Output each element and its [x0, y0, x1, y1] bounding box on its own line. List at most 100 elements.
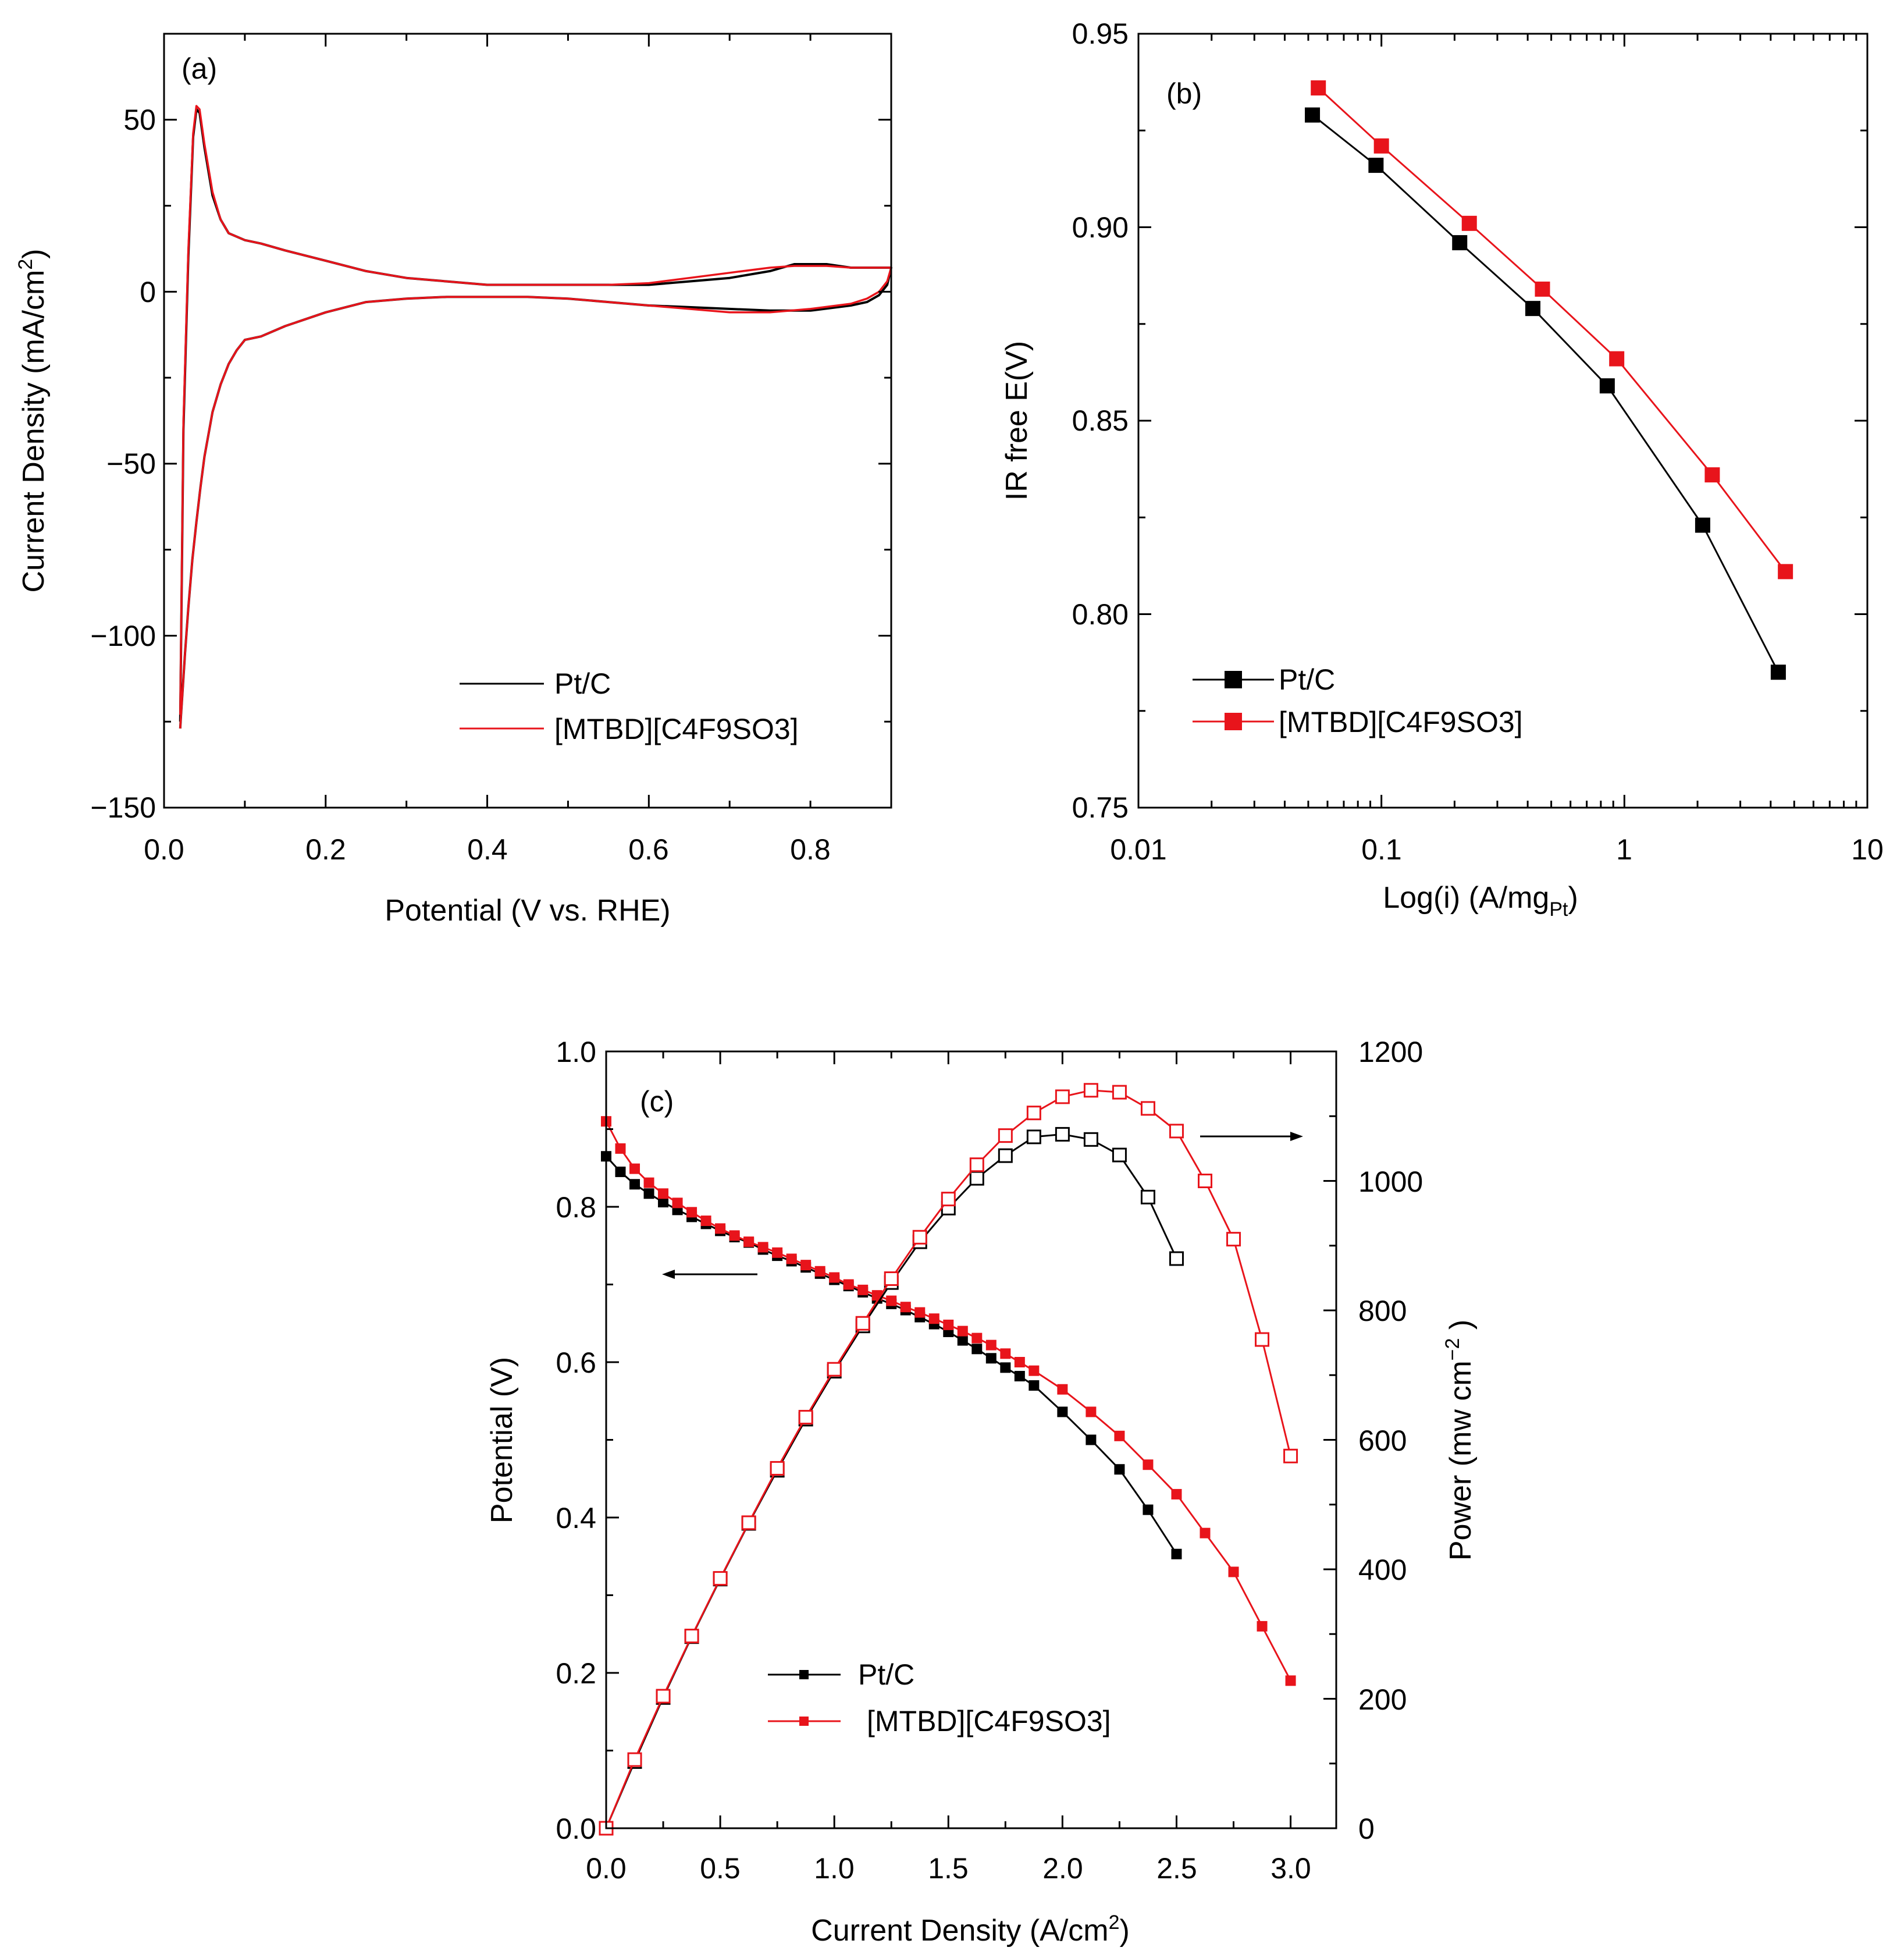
panel-c-left-axis-arrowhead [662, 1270, 675, 1279]
panel-c-ylabel-right-close: ) [1444, 1320, 1478, 1338]
data-point-open [827, 1362, 842, 1377]
panel-b-xtick-label: 1 [1616, 833, 1632, 866]
data-point [1704, 467, 1720, 483]
data-point-open [941, 1192, 956, 1207]
panel-b-xlabel-main: Log(i) (A/mg [1383, 881, 1549, 915]
panel-a-xtick-label: 0.6 [628, 833, 669, 866]
data-point-open [1112, 1085, 1127, 1100]
panel-c-ytick-right-label: 400 [1358, 1554, 1407, 1586]
panel-c-ytick-right-label: 600 [1358, 1424, 1407, 1457]
data-point [886, 1295, 897, 1306]
data-point [1778, 564, 1793, 580]
panel-b-ticks [1137, 33, 1869, 809]
panel-c-xlabel-close: ) [1120, 1914, 1130, 1948]
data-point-open [912, 1229, 927, 1245]
panel-c: (c) 0.0 0.5 1.0 1.5 2.0 2.5 3.0 0.0 0.2 … [485, 1036, 1478, 1948]
data-point [971, 1344, 983, 1355]
data-point [1373, 138, 1389, 154]
data-point [957, 1326, 968, 1337]
data-point [672, 1197, 683, 1209]
data-point-open [656, 1689, 671, 1704]
panel-c-xtick-label: 0.0 [586, 1852, 627, 1885]
data-point [1014, 1357, 1025, 1367]
panel-c-ylabel-right-sup: −2 [1442, 1338, 1464, 1361]
data-point [1143, 1459, 1154, 1470]
data-point [757, 1242, 768, 1253]
data-point-open [1283, 1448, 1298, 1463]
panel-b-xlabel-sub: Pt [1549, 898, 1568, 921]
data-point [658, 1188, 669, 1199]
data-point [928, 1313, 939, 1324]
data-point-open [1140, 1101, 1155, 1116]
data-point [857, 1284, 869, 1295]
data-point-open [969, 1157, 984, 1172]
panel-a-legend-label: Pt/C [554, 667, 611, 700]
panel-a-xtick-label: 0.8 [790, 833, 831, 866]
data-point [643, 1177, 654, 1188]
panel-a-xtick-label: 0.4 [467, 833, 508, 866]
data-point [1200, 1527, 1211, 1538]
panel-a-label: (a) [181, 52, 217, 85]
data-point [786, 1253, 797, 1264]
data-point-open [1026, 1106, 1041, 1121]
data-point-open [1083, 1083, 1098, 1098]
panel-a-legend-label: [MTBD][C4F9SO3] [554, 713, 799, 745]
panel-a-ytick-label: 50 [123, 104, 156, 136]
data-point [1057, 1406, 1068, 1417]
data-point-open [741, 1515, 756, 1530]
data-point [800, 1260, 812, 1271]
series-line-mtbd [605, 1121, 1291, 1681]
data-point [615, 1166, 626, 1177]
panel-c-ytick-right-label: 1200 [1358, 1036, 1423, 1068]
data-point [686, 1207, 697, 1218]
panel-b-ytick-label: 0.75 [1072, 791, 1129, 824]
panel-b-legend-marker-mtbd [1225, 713, 1242, 730]
data-point [985, 1353, 997, 1364]
panel-b-xtick-label: 0.01 [1110, 833, 1166, 866]
data-point-open [884, 1271, 899, 1286]
panel-c-legend-label: [MTBD][C4F9SO3] [867, 1705, 1111, 1737]
data-point [1114, 1430, 1125, 1441]
data-point [772, 1247, 783, 1258]
data-point [1086, 1406, 1097, 1417]
panel-b: (b) 0.01 0.1 1 10 0.75 0.80 0.85 0.90 0.… [1000, 17, 1884, 921]
panel-b-xlabel-close: ) [1568, 881, 1578, 915]
panel-a-ytick-label: −50 [106, 447, 156, 480]
panel-c-ylabel-right: Power (mw cm−2 ) [1442, 1320, 1478, 1561]
data-point [1143, 1504, 1154, 1515]
data-point [1171, 1548, 1182, 1559]
series-line-mtbd [179, 105, 892, 729]
panel-c-xtick-label: 0.5 [700, 1852, 741, 1885]
panel-c-xtick-label: 3.0 [1270, 1852, 1311, 1885]
panel-b-ytick-label: 0.80 [1072, 598, 1129, 631]
data-point [1086, 1434, 1097, 1445]
panel-a-ylabel-main: Current Density (mA/cm [17, 270, 51, 593]
panel-b-ytick-label: 0.85 [1072, 404, 1129, 437]
data-point [629, 1163, 640, 1174]
panel-c-legend-label: Pt/C [858, 1658, 914, 1691]
data-point-open [1083, 1132, 1098, 1147]
panel-c-xtick-label: 1.5 [928, 1852, 969, 1885]
data-point [1228, 1566, 1239, 1577]
data-point [843, 1279, 854, 1290]
data-point-open [627, 1752, 642, 1767]
panel-c-legend-marker-pt-c [799, 1670, 809, 1679]
panel-b-xtick-label: 10 [1851, 833, 1884, 866]
panel-c-xlabel-main: Current Density (A/cm [811, 1914, 1108, 1948]
panel-a-ytick-label: −150 [90, 791, 156, 824]
data-point-open [1197, 1174, 1212, 1188]
data-point [715, 1223, 726, 1234]
data-point [658, 1196, 669, 1207]
data-point [1461, 215, 1477, 231]
data-point-open [1226, 1232, 1241, 1247]
panel-c-xlabel-sup: 2 [1109, 1911, 1120, 1934]
data-point [1599, 378, 1615, 394]
panel-b-legend-label: [MTBD][C4F9SO3] [1279, 706, 1523, 738]
panel-c-ytick-right-label: 1000 [1358, 1165, 1423, 1198]
data-point-open [998, 1148, 1013, 1163]
panel-a-ticks [163, 33, 892, 809]
data-point-open [1112, 1147, 1127, 1163]
panel-c-xlabel: Current Density (A/cm2) [811, 1911, 1130, 1948]
panel-c-xtick-label: 2.0 [1042, 1852, 1083, 1885]
